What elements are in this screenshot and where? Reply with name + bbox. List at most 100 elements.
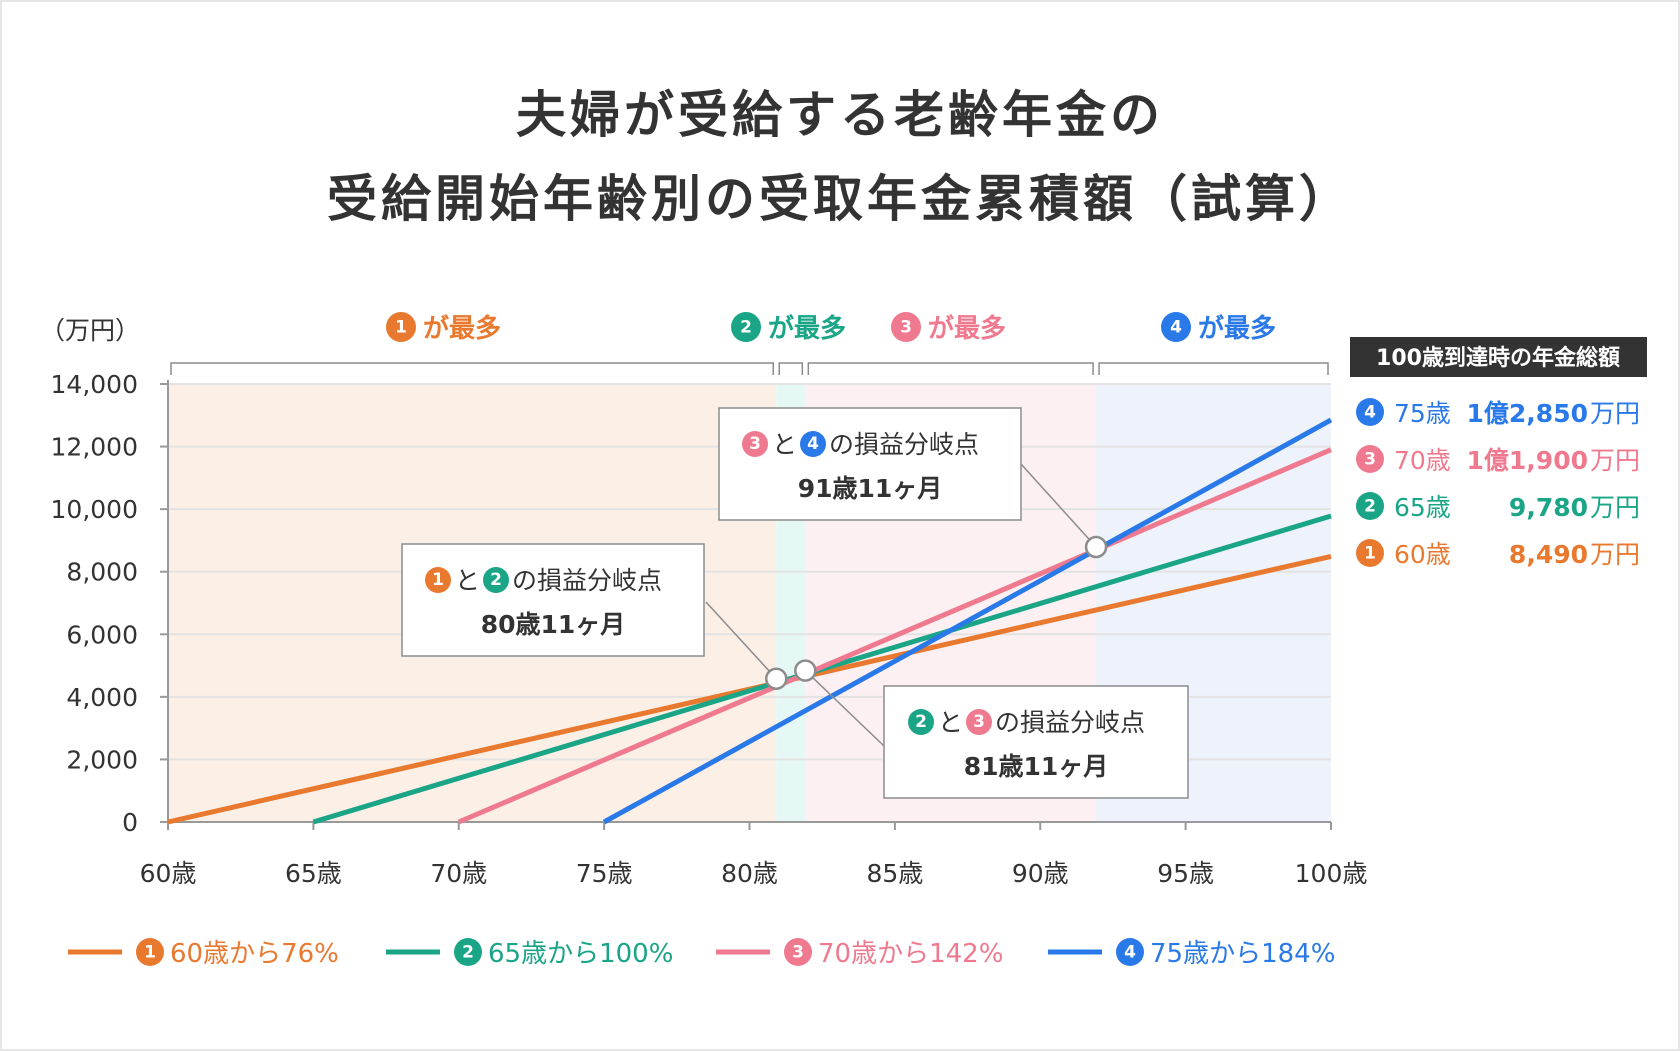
- callout-text: の損益分岐点: [995, 708, 1145, 737]
- y-axis-unit-label: （万円）: [40, 316, 140, 345]
- totals-row-3: 3 70歳 1億1,900 万円: [1356, 445, 1640, 475]
- zone-2-bracket: [778, 362, 804, 375]
- callout-age: 91歳11ヶ月: [798, 474, 943, 503]
- callout-badge-a-circle: [425, 567, 451, 593]
- x-tick-label: 80歳: [721, 859, 778, 888]
- legend-badge-1-circle: [136, 938, 164, 966]
- zone-label-2-text: が最多: [768, 313, 846, 344]
- zone-1-bracket: [170, 362, 774, 375]
- callout-leader: [705, 601, 777, 680]
- y-tick-label: 0: [122, 808, 138, 837]
- callout-badge-a-circle: [742, 431, 768, 457]
- series-line-3: [457, 447, 1332, 825]
- y-tick-label: 14,000: [51, 370, 138, 399]
- legend-badge-1-number: 1: [144, 942, 156, 962]
- totals-row-badge-circle: [1356, 539, 1384, 567]
- callout-badge-b-circle: [483, 567, 509, 593]
- chart-title-line-1: 夫婦が受給する老齢年金の: [516, 86, 1164, 144]
- totals-row-badge-circle: [1356, 492, 1384, 520]
- zone-3-bracket: [807, 362, 1094, 375]
- callout-badge-b-number: 3: [973, 712, 985, 732]
- totals-row-amount: 1億2,850: [1467, 399, 1588, 428]
- totals-row-unit: 万円: [1590, 399, 1640, 428]
- breakeven-marker-2-3: [794, 659, 817, 682]
- y-tick-label: 10,000: [51, 495, 138, 524]
- legend-label-2: 65歳から100%: [488, 939, 673, 969]
- zone-label-3-text: が最多: [928, 313, 1006, 344]
- totals-row-amount: 1億1,900: [1467, 446, 1588, 475]
- callout-text: の損益分岐点: [512, 566, 662, 595]
- legend-badge-4-circle: [1116, 938, 1144, 966]
- zone-label-4-badge-number: 4: [1170, 318, 1182, 338]
- callout-age: 81歳11ヶ月: [964, 752, 1109, 781]
- legend-item-2: 2 65歳から100%: [386, 938, 673, 969]
- chart-title-line-2: 受給開始年齢別の受取年金累積額（試算）: [327, 170, 1353, 228]
- legend-label-4: 75歳から184%: [1150, 939, 1335, 969]
- callout-badge-a-circle: [908, 709, 934, 735]
- legend-badge-2-number: 2: [462, 942, 474, 962]
- breakeven-callout-1-2: 1 と 2 の損益分岐点 80歳11ヶ月: [401, 543, 777, 680]
- zone-label-2-badge-number: 2: [740, 318, 752, 338]
- zone-label-3-badge-circle: [891, 312, 921, 342]
- totals-row-age: 70歳: [1394, 446, 1451, 475]
- callout-box: [401, 543, 705, 657]
- y-tick-label: 2,000: [66, 745, 138, 774]
- totals-row-age: 60歳: [1394, 540, 1451, 569]
- y-tick-label: 8,000: [66, 558, 138, 587]
- zone-label-4: 4 が最多: [1161, 312, 1276, 344]
- zone-label-1-text: が最多: [423, 313, 501, 344]
- legend-item-4: 4 75歳から184%: [1048, 938, 1335, 969]
- legend-badge-3-circle: [784, 938, 812, 966]
- callout-badge-b-circle: [966, 709, 992, 735]
- zone-label-3-badge-number: 3: [900, 318, 912, 338]
- totals-row-age: 65歳: [1394, 493, 1451, 522]
- callout-badge-b-number: 2: [490, 570, 502, 590]
- totals-row-4: 4 75歳 1億2,850 万円: [1356, 398, 1640, 428]
- totals-row-badge-number: 3: [1364, 449, 1376, 469]
- totals-row-badge-number: 2: [1364, 496, 1376, 516]
- callout-age: 80歳11ヶ月: [481, 610, 626, 639]
- zone-label-1-badge-number: 1: [395, 318, 407, 338]
- legend-badge-4-number: 4: [1124, 942, 1136, 962]
- breakeven-callout-3-4: 3 と 4 の損益分岐点 91歳11ヶ月: [718, 407, 1097, 548]
- series-layer: [167, 417, 1333, 825]
- breakeven-marker-3-4: [1084, 535, 1108, 559]
- zone-label-4-badge-circle: [1161, 312, 1191, 342]
- totals-row-badge-circle: [1356, 398, 1384, 426]
- legend-label-1: 60歳から76%: [170, 939, 339, 969]
- zone-label-1: 1 が最多: [386, 312, 501, 344]
- x-tick-label: 95歳: [1157, 859, 1214, 888]
- x-tick-label: 70歳: [430, 859, 487, 888]
- y-tick-label: 4,000: [66, 683, 138, 712]
- callout-badge-b-circle: [800, 431, 826, 457]
- callout-badge-b-number: 4: [807, 434, 819, 454]
- grid-layer: [168, 383, 1331, 761]
- zone-label-4-text: が最多: [1198, 313, 1276, 344]
- text-layer: 夫婦が受給する老齢年金の 受給開始年齢別の受取年金累積額（試算） （万円）: [40, 86, 1353, 345]
- marker-layer: [764, 535, 1108, 690]
- totals-title: 100歳到達時の年金総額: [1376, 345, 1620, 371]
- legend-item-1: 1 60歳から76%: [68, 938, 339, 969]
- totals-row-amount: 9,780: [1509, 493, 1588, 522]
- legend-label-3: 70歳から142%: [818, 939, 1003, 969]
- callout-box: [883, 685, 1189, 799]
- totals-row-badge-number: 1: [1364, 543, 1376, 563]
- callout-box: [718, 407, 1022, 521]
- totals-row-unit: 万円: [1590, 493, 1640, 522]
- zone-label-3: 3 が最多: [891, 312, 1006, 344]
- callout-leader: [1020, 463, 1097, 548]
- totals-row-1: 1 60歳 8,490 万円: [1356, 539, 1640, 569]
- callout-badge-a-number: 3: [749, 434, 761, 454]
- totals-row-amount: 8,490: [1509, 540, 1588, 569]
- callout-conj: と: [455, 566, 480, 595]
- callout-leader: [804, 670, 885, 747]
- breakeven-marker-1-2: [764, 667, 788, 690]
- totals-title-bg: [1350, 337, 1647, 377]
- callout-badge-a-number: 1: [432, 570, 444, 590]
- callout-badge-a-number: 2: [915, 712, 927, 732]
- x-tick-label: 90歳: [1012, 859, 1069, 888]
- x-tick-label: 75歳: [576, 859, 633, 888]
- totals-row-badge-circle: [1356, 445, 1384, 473]
